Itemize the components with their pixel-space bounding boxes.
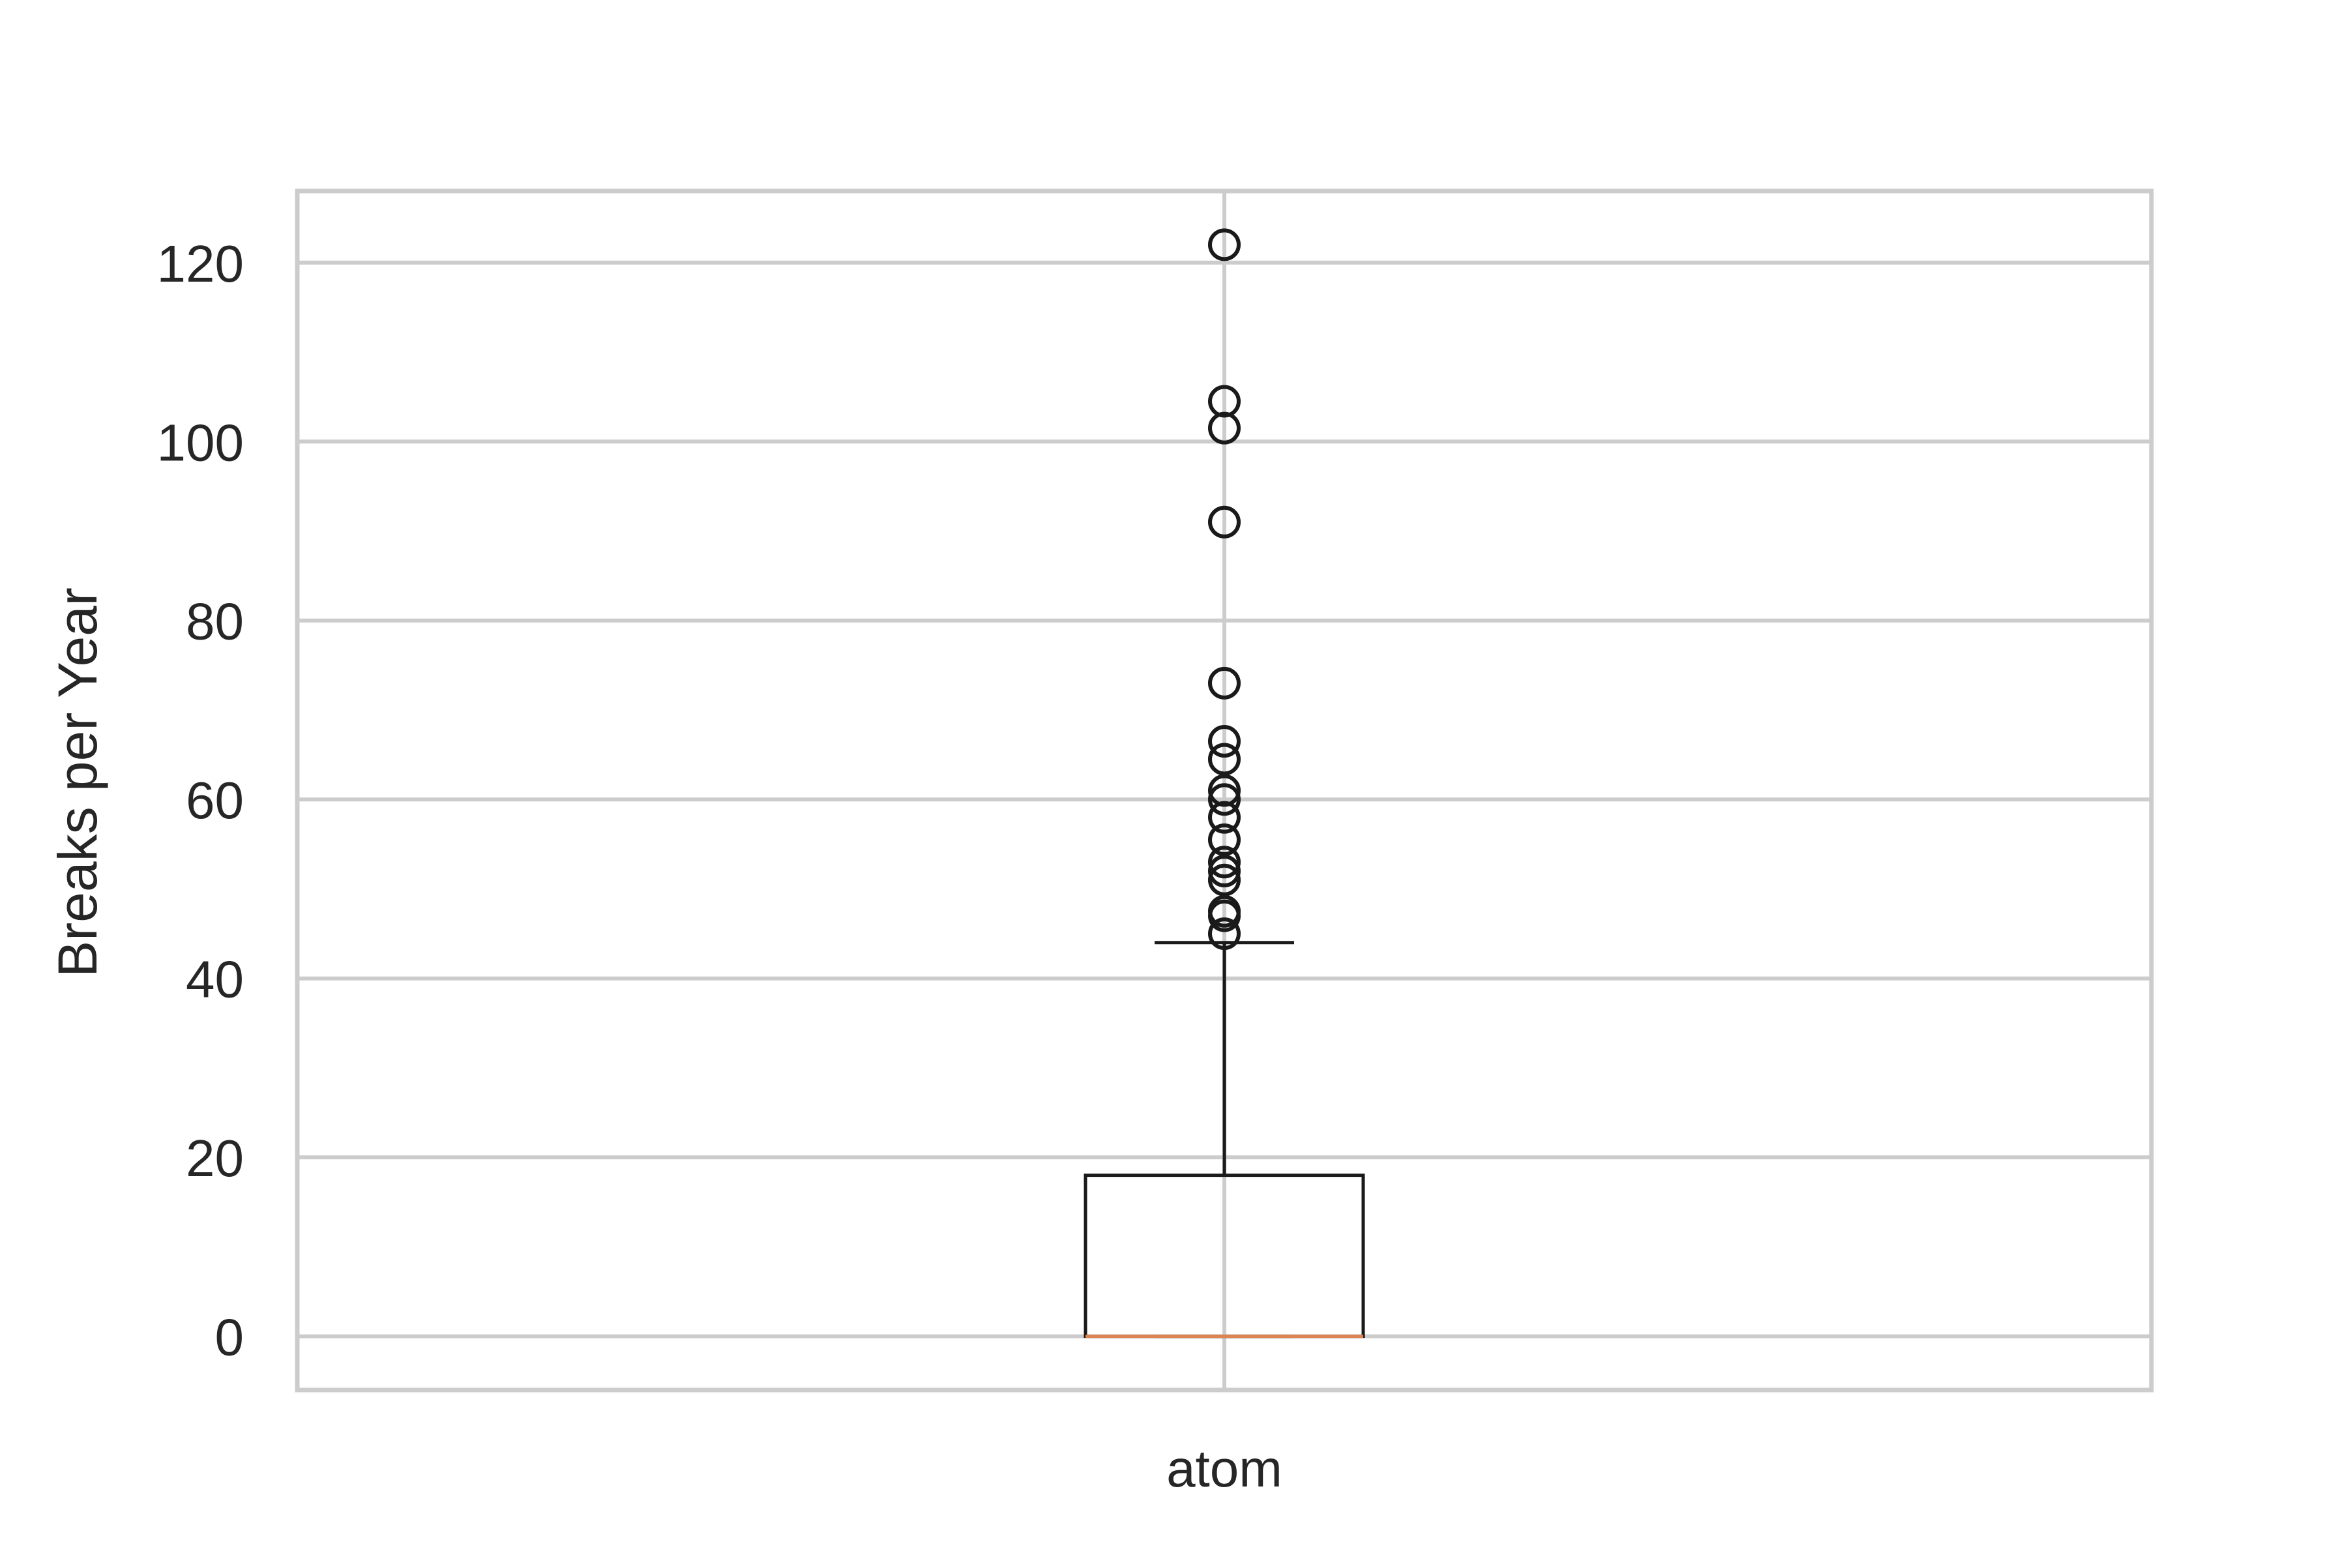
plot-frame	[295, 188, 2154, 1393]
y-tick-label: 20	[186, 1129, 244, 1187]
box-elements	[1084, 941, 1365, 1339]
x-tick-label: atom	[1166, 1440, 1282, 1498]
outlier-point	[1208, 228, 1241, 261]
outlier-point	[1208, 774, 1241, 807]
outlier-point	[1208, 725, 1241, 758]
x-tick-labels: atom	[1166, 1440, 1282, 1498]
y-tick-label: 60	[186, 771, 244, 829]
outlier-point	[1208, 917, 1241, 951]
outlier-point	[1208, 666, 1241, 700]
y-tick-label: 40	[186, 951, 244, 1009]
y-tick-label: 80	[186, 593, 244, 651]
y-tick-label: 100	[157, 413, 244, 471]
y-axis-label: Breaks per Year	[47, 587, 108, 977]
outlier-point	[1208, 823, 1241, 856]
outlier-point	[1208, 783, 1241, 816]
plot-area-border	[295, 188, 2154, 1393]
outlier-point	[1208, 895, 1241, 928]
outlier-point	[1208, 846, 1241, 879]
outlier-points	[1208, 228, 1241, 951]
y-tick-labels: 0 20 40 60 80 100 120	[157, 235, 244, 1367]
outlier-point	[1208, 855, 1241, 888]
outlier-point	[1208, 385, 1241, 418]
outlier-point	[1208, 505, 1241, 539]
y-tick-label: 0	[215, 1309, 244, 1367]
outlier-point	[1208, 863, 1241, 896]
y-tick-label: 120	[157, 235, 244, 293]
grid-lines	[297, 191, 2151, 1390]
outlier-point	[1208, 743, 1241, 776]
